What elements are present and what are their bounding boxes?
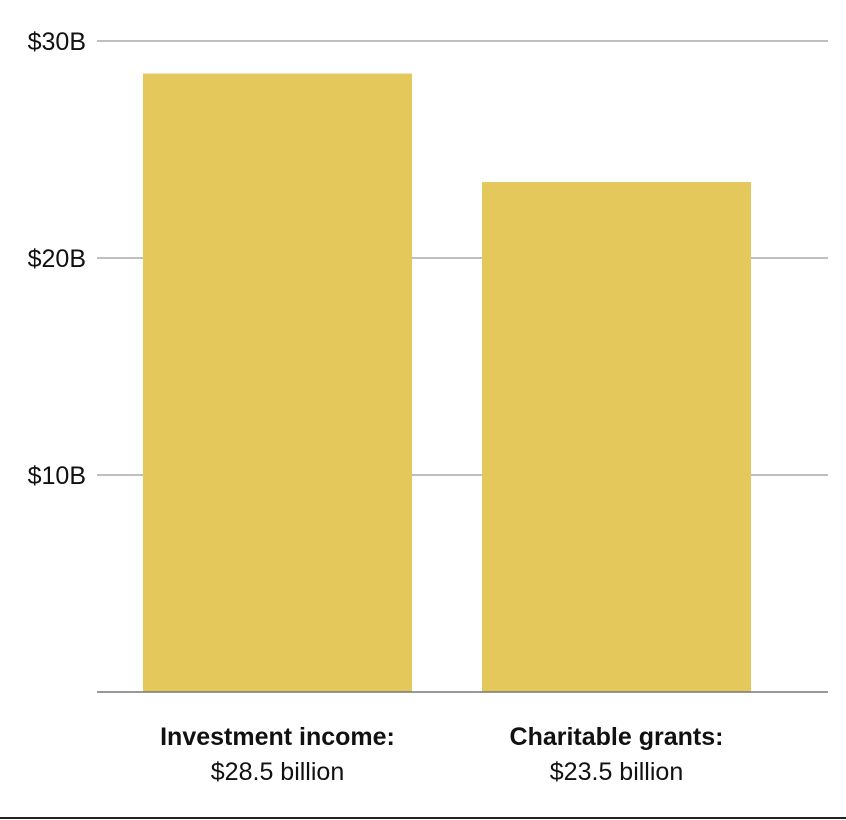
y-tick-label: $30B <box>28 28 86 56</box>
y-tick-label: $20B <box>28 245 86 273</box>
bars <box>143 73 751 693</box>
bar-0 <box>143 73 412 693</box>
value-label: $23.5 billion <box>550 758 683 786</box>
category-label: Charitable grants: <box>510 723 724 751</box>
value-label: $28.5 billion <box>211 758 344 786</box>
category-label: Investment income: <box>160 723 395 751</box>
y-tick-label: $10B <box>28 462 86 490</box>
category-labels: Investment income: $28.5 billion Charitabl… <box>160 723 723 786</box>
y-tick-labels: $10B $20B $30B <box>28 28 86 490</box>
bar-1 <box>482 182 751 693</box>
